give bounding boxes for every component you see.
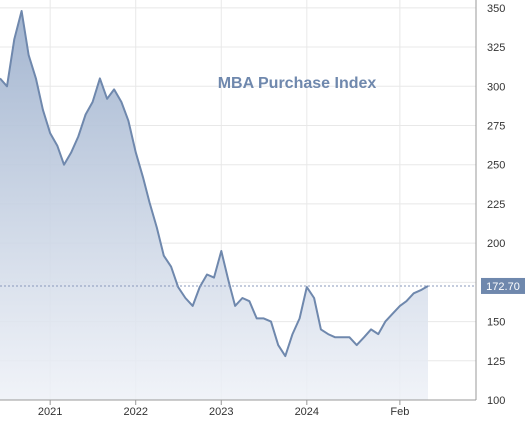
y-tick-label: 300 xyxy=(487,81,505,93)
y-tick-label: 225 xyxy=(487,199,505,211)
series-area xyxy=(0,11,428,400)
y-tick-label: 125 xyxy=(487,356,505,368)
y-tick-label: 350 xyxy=(487,3,505,15)
series-layer xyxy=(0,10,476,400)
series-line xyxy=(0,10,429,358)
x-tick-label: Feb xyxy=(390,406,409,418)
y-tick-label: 325 xyxy=(487,42,505,54)
last-value-label: 172.70 xyxy=(486,281,520,293)
y-tick-label: 150 xyxy=(487,317,505,329)
x-tick-label: 2023 xyxy=(209,406,233,418)
chart-title: MBA Purchase Index xyxy=(218,75,377,92)
y-tick-label: 100 xyxy=(487,395,505,407)
x-tick-label: 2024 xyxy=(295,406,319,418)
x-tick-label: 2021 xyxy=(38,406,62,418)
y-tick-label: 275 xyxy=(487,120,505,132)
y-tick-label: 200 xyxy=(487,238,505,250)
x-tick-label: 2022 xyxy=(123,406,147,418)
last-value-badge xyxy=(481,277,525,294)
y-tick-label: 250 xyxy=(487,160,505,172)
